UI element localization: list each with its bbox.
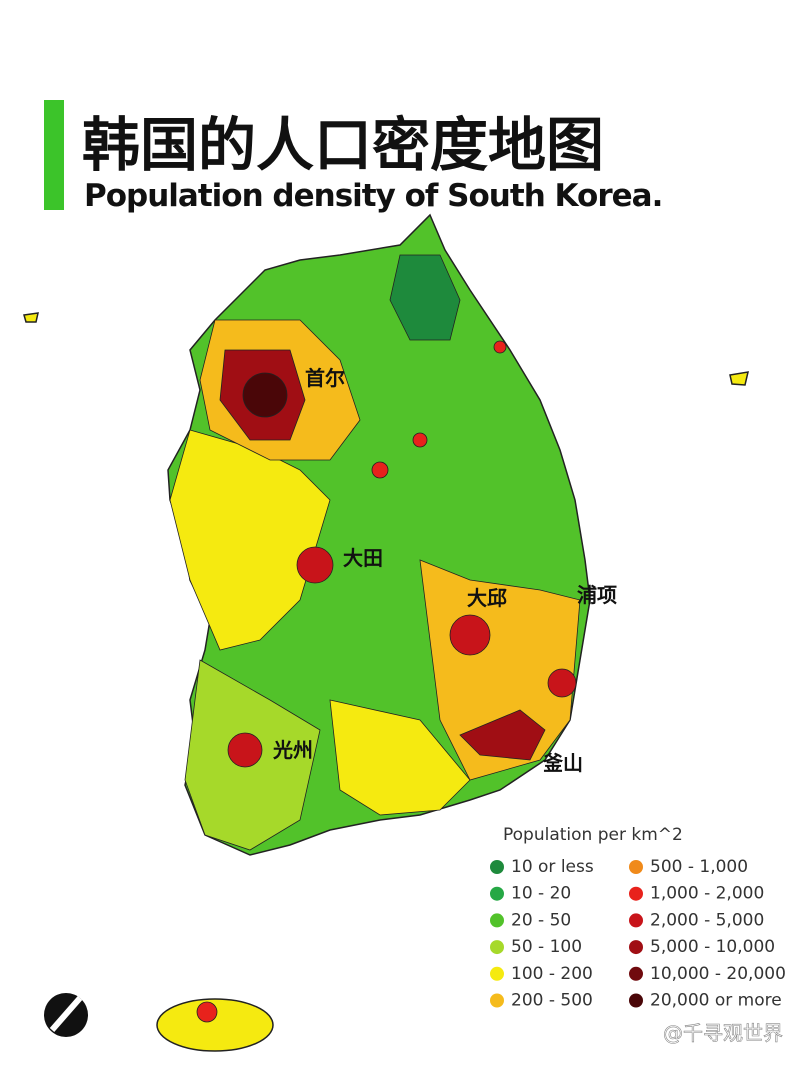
legend: 10 or less 10 - 20 20 - 50 50 - 100 100 - 20…: [490, 857, 786, 1011]
city-label: 釜山: [542, 751, 583, 775]
legend-label: 5,000 - 10,000: [650, 937, 775, 957]
map: [23, 213, 749, 1052]
legend-label: 1,000 - 2,000: [650, 884, 764, 904]
legend-swatch: [629, 860, 643, 874]
legend-label: 10,000 - 20,000: [650, 964, 786, 984]
legend-swatch: [490, 886, 504, 901]
legend-swatch: [490, 860, 504, 874]
legend-label: 2,000 - 5,000: [650, 910, 764, 930]
legend-label: 200 - 500: [511, 991, 593, 1011]
legend-label: 50 - 100: [511, 937, 582, 957]
city-label: 首尔: [305, 366, 345, 390]
city-label: 大田: [343, 546, 383, 570]
title: 韩国的人口密度地图: [82, 111, 604, 179]
legend-swatch: [490, 993, 504, 1008]
subtitle: Population density of South Korea.: [84, 178, 662, 214]
logo: [44, 993, 88, 1037]
legend-swatch: [490, 966, 504, 981]
legend-swatch: [490, 913, 504, 928]
legend-swatch: [490, 940, 504, 955]
legend-label: 500 - 1,000: [650, 857, 748, 877]
legend-swatch: [629, 913, 643, 928]
legend-swatch: [629, 966, 643, 981]
legend-title: Population per km^2: [503, 825, 683, 845]
legend-swatch: [629, 886, 643, 901]
legend-swatch: [629, 993, 643, 1008]
legend-label: 10 or less: [511, 857, 594, 877]
city-label: 浦项: [577, 583, 617, 607]
legend-label: 20 - 50: [511, 910, 571, 930]
accent-bar: [44, 100, 64, 210]
watermark: @千寻观世界: [663, 1021, 783, 1045]
city-label: 光州: [272, 738, 313, 762]
city-label: 大邱: [467, 586, 507, 610]
legend-label: 20,000 or more: [650, 991, 782, 1011]
legend-label: 100 - 200: [511, 964, 593, 984]
legend-label: 10 - 20: [511, 884, 571, 904]
legend-swatch: [629, 940, 643, 955]
